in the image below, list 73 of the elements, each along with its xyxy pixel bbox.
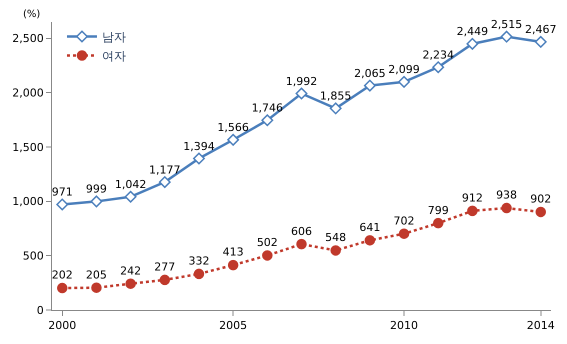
data-label: 2,515 — [490, 18, 522, 31]
point — [501, 202, 512, 214]
point — [158, 176, 171, 188]
point — [193, 152, 205, 164]
point — [261, 114, 274, 126]
point — [330, 245, 341, 256]
point — [160, 274, 170, 286]
point — [57, 282, 68, 294]
y-tick-label: 0 — [36, 304, 44, 317]
point — [296, 238, 307, 250]
x-tick-label: 2010 — [390, 319, 418, 332]
point — [296, 88, 308, 100]
point — [534, 36, 547, 48]
point — [227, 134, 240, 146]
data-label: 202 — [52, 268, 73, 282]
data-label: 1,855 — [320, 90, 352, 103]
data-label: 912 — [462, 192, 483, 205]
data-label: 799 — [428, 204, 449, 217]
data-label: 1,042 — [114, 178, 146, 192]
point — [398, 76, 410, 88]
point — [228, 260, 238, 270]
data-label: 1,566 — [217, 121, 249, 134]
point — [364, 80, 376, 92]
x-tick-label: 2000 — [48, 319, 76, 332]
point — [536, 206, 546, 218]
data-label: 702 — [394, 214, 415, 228]
data-label: 2,467 — [525, 23, 556, 36]
data-label: 971 — [52, 186, 73, 199]
y-axis-title: (%) — [23, 9, 40, 20]
data-label: 242 — [120, 264, 142, 278]
data-label: 1,992 — [286, 74, 318, 88]
data-label: 2,234 — [422, 48, 454, 62]
y-tick-label: 2,500 — [12, 32, 44, 46]
y-tick-label: 500 — [22, 250, 44, 263]
point — [91, 282, 102, 293]
point — [432, 218, 444, 228]
legend-label: 여자 — [102, 49, 126, 64]
point — [432, 61, 444, 74]
data-label: 938 — [496, 188, 518, 202]
point — [466, 38, 478, 50]
data-label: 902 — [530, 192, 552, 206]
data-label: 2,099 — [388, 63, 420, 76]
data-label: 548 — [325, 231, 346, 244]
y-tick-label: 1,500 — [12, 140, 44, 154]
data-label: 277 — [154, 260, 176, 274]
data-label: 641 — [359, 220, 380, 234]
point — [262, 250, 273, 261]
data-label: 502 — [256, 236, 278, 250]
y-tick-label: 2,000 — [12, 86, 44, 100]
point — [125, 278, 136, 289]
point — [124, 190, 137, 203]
data-label: 1,177 — [149, 163, 181, 176]
data-label: 606 — [291, 224, 312, 238]
point — [330, 102, 342, 114]
data-label: 1,746 — [252, 102, 284, 114]
point — [56, 198, 68, 210]
point — [194, 268, 204, 280]
data-label: 999 — [86, 182, 107, 196]
point — [90, 195, 102, 208]
point — [467, 206, 478, 216]
point — [364, 235, 376, 246]
data-label: 2,449 — [456, 25, 488, 38]
data-label: 1,394 — [183, 140, 215, 153]
legend-label: 남자 — [102, 30, 126, 44]
data-label: 2,065 — [354, 66, 386, 80]
point — [500, 30, 513, 43]
data-label: 205 — [86, 268, 107, 282]
data-label: 413 — [222, 246, 244, 259]
x-tick-label: 2014 — [526, 319, 555, 332]
data-label: 332 — [188, 254, 210, 268]
y-tick-label: 1,000 — [12, 195, 44, 208]
point — [398, 228, 410, 239]
x-tick-label: 2005 — [219, 319, 248, 332]
